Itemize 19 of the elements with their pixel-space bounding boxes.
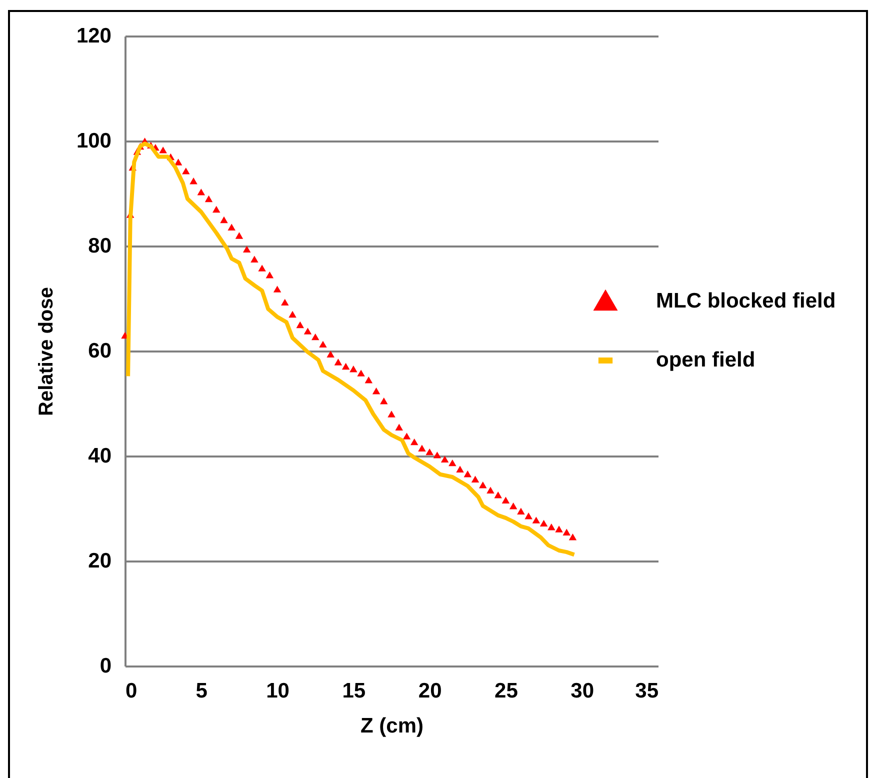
x-tick-label: 35 (635, 680, 659, 702)
x-tick-label: 10 (266, 680, 290, 702)
x-tick-label: 20 (418, 680, 442, 702)
x-axis-title: Z (cm) (360, 714, 424, 738)
y-axis-title: Relative dose (35, 287, 58, 416)
y-tick-label: 20 (88, 550, 112, 572)
y-tick-label: 60 (88, 340, 112, 362)
x-tick-label: 0 (126, 680, 138, 702)
y-tick-label: 0 (100, 654, 112, 678)
x-tick-label: 15 (342, 680, 366, 702)
legend-label: open field (656, 348, 756, 372)
y-tick-label: 100 (76, 130, 112, 152)
y-tick-label: 120 (76, 24, 112, 48)
y-tick-label: 80 (88, 234, 112, 258)
x-tick-label: 30 (570, 680, 594, 702)
x-tick-label: 5 (196, 680, 208, 702)
y-tick-label: 40 (88, 444, 112, 468)
x-tick-label: 25 (494, 680, 518, 702)
legend-label: MLC blocked field (656, 290, 836, 312)
